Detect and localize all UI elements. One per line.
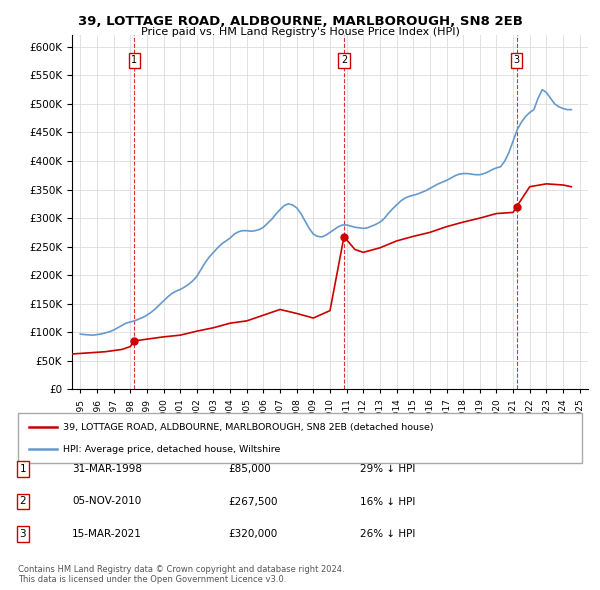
Text: 39, LOTTAGE ROAD, ALDBOURNE, MARLBOROUGH, SN8 2EB (detached house): 39, LOTTAGE ROAD, ALDBOURNE, MARLBOROUGH… [63, 422, 434, 431]
Text: 1: 1 [19, 464, 26, 474]
Text: 16% ↓ HPI: 16% ↓ HPI [360, 497, 415, 506]
Text: 05-NOV-2010: 05-NOV-2010 [72, 497, 141, 506]
Text: 3: 3 [19, 529, 26, 539]
Text: HPI: Average price, detached house, Wiltshire: HPI: Average price, detached house, Wilt… [63, 445, 280, 454]
Text: 3: 3 [514, 55, 520, 65]
Text: £85,000: £85,000 [228, 464, 271, 474]
Text: 2: 2 [341, 55, 347, 65]
FancyBboxPatch shape [18, 413, 582, 463]
Text: 1: 1 [131, 55, 137, 65]
Text: 31-MAR-1998: 31-MAR-1998 [72, 464, 142, 474]
Text: Contains HM Land Registry data © Crown copyright and database right 2024.
This d: Contains HM Land Registry data © Crown c… [18, 565, 344, 584]
Text: 29% ↓ HPI: 29% ↓ HPI [360, 464, 415, 474]
Text: 15-MAR-2021: 15-MAR-2021 [72, 529, 142, 539]
Text: £320,000: £320,000 [228, 529, 277, 539]
Text: £267,500: £267,500 [228, 497, 277, 506]
Text: 39, LOTTAGE ROAD, ALDBOURNE, MARLBOROUGH, SN8 2EB: 39, LOTTAGE ROAD, ALDBOURNE, MARLBOROUGH… [77, 15, 523, 28]
Text: 26% ↓ HPI: 26% ↓ HPI [360, 529, 415, 539]
Text: 2: 2 [19, 497, 26, 506]
Text: Price paid vs. HM Land Registry's House Price Index (HPI): Price paid vs. HM Land Registry's House … [140, 27, 460, 37]
